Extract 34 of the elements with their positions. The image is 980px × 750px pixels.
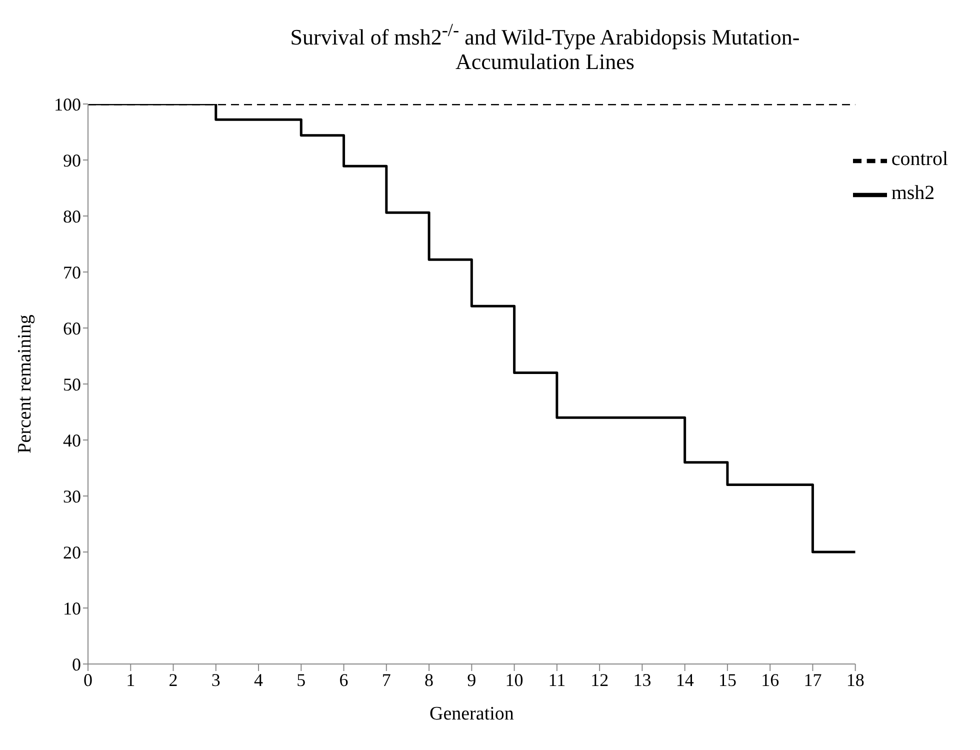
x-tick-label: 7 (382, 670, 391, 690)
x-tick-label: 15 (718, 670, 736, 690)
y-tick-label: 20 (63, 542, 81, 563)
x-tick-label: 16 (761, 670, 780, 690)
x-tick-label: 4 (254, 670, 264, 690)
y-tick-label: 80 (63, 206, 81, 227)
x-tick-label: 3 (211, 670, 220, 690)
y-tick-label: 50 (63, 374, 81, 395)
x-tick-label: 17 (804, 670, 822, 690)
x-tick-label: 6 (339, 670, 348, 690)
x-tick-label: 18 (846, 670, 864, 690)
x-axis-title: Generation (429, 704, 514, 725)
legend-label: control (891, 148, 948, 170)
x-tick-label: 1 (126, 670, 136, 690)
y-axis-title: Percent remaining (14, 314, 36, 454)
x-tick-label: 2 (168, 670, 178, 690)
y-tick-label: 60 (63, 318, 81, 339)
legend-label: msh2 (891, 182, 935, 204)
x-tick-label: 13 (633, 670, 652, 690)
x-tick-label: 5 (296, 670, 306, 690)
x-tick-label: 12 (590, 670, 609, 690)
y-tick-label: 70 (63, 262, 81, 283)
y-tick-label: 40 (63, 430, 81, 451)
y-tick-label: 100 (54, 94, 81, 115)
y-tick-label: 10 (63, 598, 81, 619)
x-tick-label: 11 (548, 670, 566, 690)
x-tick-label: 9 (467, 670, 476, 690)
y-tick-label: 90 (63, 150, 81, 171)
y-tick-label: 30 (63, 486, 81, 507)
y-tick-label: 0 (72, 654, 81, 675)
x-tick-label: 8 (424, 670, 434, 690)
chart-title: Survival of msh2$^{-/-}$ and Wild-Type Arabidopsis Mutation-Accumulation Lines (289, 19, 801, 74)
x-tick-label: 10 (505, 670, 524, 690)
x-tick-label: 14 (676, 670, 694, 690)
